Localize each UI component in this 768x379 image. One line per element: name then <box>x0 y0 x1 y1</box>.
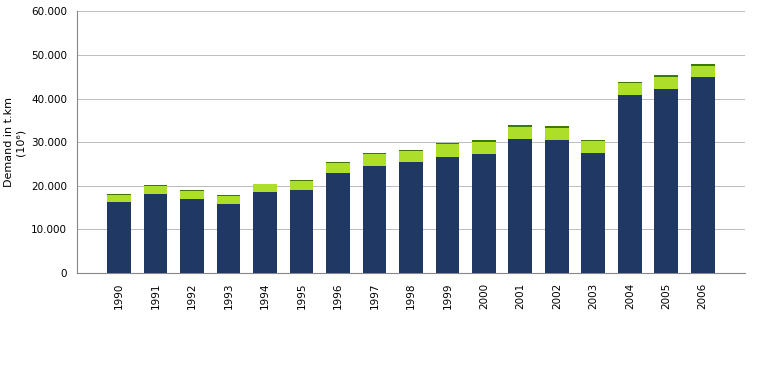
Bar <box>180 190 204 191</box>
Bar <box>362 153 386 154</box>
Bar <box>508 139 532 273</box>
Y-axis label: Demand in t.km
(10⁶): Demand in t.km (10⁶) <box>4 97 25 187</box>
Bar <box>217 195 240 196</box>
Bar <box>362 154 386 166</box>
Bar <box>691 64 714 66</box>
Bar <box>508 125 532 127</box>
Bar <box>217 196 240 204</box>
Bar <box>290 181 313 190</box>
Bar <box>581 153 605 273</box>
Bar <box>472 154 495 273</box>
Bar <box>180 199 204 273</box>
Bar <box>618 95 641 273</box>
Bar <box>108 194 131 195</box>
Bar <box>399 162 422 273</box>
Bar <box>108 195 131 202</box>
Bar <box>472 142 495 154</box>
Bar <box>144 185 167 186</box>
Bar <box>618 81 641 83</box>
Bar <box>253 185 276 192</box>
Bar <box>545 140 568 273</box>
Bar <box>618 83 641 95</box>
Bar <box>399 151 422 162</box>
Bar <box>253 192 276 273</box>
Bar <box>545 128 568 140</box>
Bar <box>326 163 349 173</box>
Bar <box>399 150 422 151</box>
Bar <box>654 77 678 89</box>
Bar <box>144 194 167 273</box>
Bar <box>326 173 349 273</box>
Bar <box>435 144 459 157</box>
Bar <box>508 127 532 139</box>
Bar <box>362 166 386 273</box>
Bar <box>108 202 131 273</box>
Bar <box>654 75 678 77</box>
Bar <box>217 204 240 273</box>
Bar <box>144 186 167 194</box>
Bar <box>654 89 678 273</box>
Bar <box>326 162 349 163</box>
Bar <box>435 143 459 144</box>
Bar <box>472 140 495 142</box>
Bar <box>290 190 313 273</box>
Bar <box>691 66 714 77</box>
Bar <box>691 77 714 273</box>
Bar <box>180 191 204 199</box>
Bar <box>545 125 568 128</box>
Bar <box>253 183 276 185</box>
Bar <box>290 180 313 182</box>
Bar <box>581 141 605 153</box>
Bar <box>435 157 459 273</box>
Bar <box>581 139 605 141</box>
